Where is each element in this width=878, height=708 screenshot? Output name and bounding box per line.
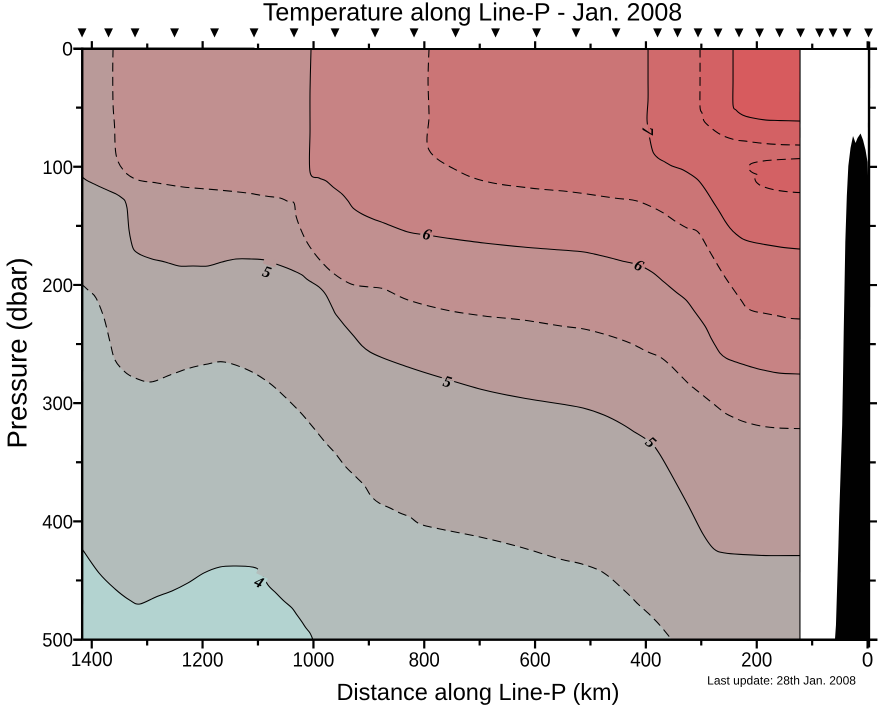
svg-text:400: 400 <box>42 511 73 533</box>
svg-text:Pressure (dbar): Pressure (dbar) <box>1 257 32 448</box>
svg-text:200: 200 <box>42 275 73 297</box>
svg-text:1000: 1000 <box>293 648 335 671</box>
svg-text:100: 100 <box>42 157 73 179</box>
svg-text:400: 400 <box>630 648 661 671</box>
svg-text:200: 200 <box>741 648 772 671</box>
svg-text:0: 0 <box>862 648 873 671</box>
svg-text:0: 0 <box>62 39 73 61</box>
svg-text:1400: 1400 <box>71 648 113 671</box>
svg-text:Last update: 28th Jan. 2008: Last update: 28th Jan. 2008 <box>707 674 856 688</box>
svg-text:7: 7 <box>639 127 656 136</box>
svg-text:600: 600 <box>519 648 550 671</box>
svg-text:Temperature along Line-P - Jan: Temperature along Line-P - Jan. 2008 <box>263 0 682 27</box>
svg-text:300: 300 <box>42 393 73 415</box>
svg-text:500: 500 <box>42 630 73 652</box>
svg-text:Distance along Line-P (km): Distance along Line-P (km) <box>336 679 619 705</box>
svg-text:1200: 1200 <box>182 648 224 671</box>
svg-text:800: 800 <box>409 648 440 671</box>
